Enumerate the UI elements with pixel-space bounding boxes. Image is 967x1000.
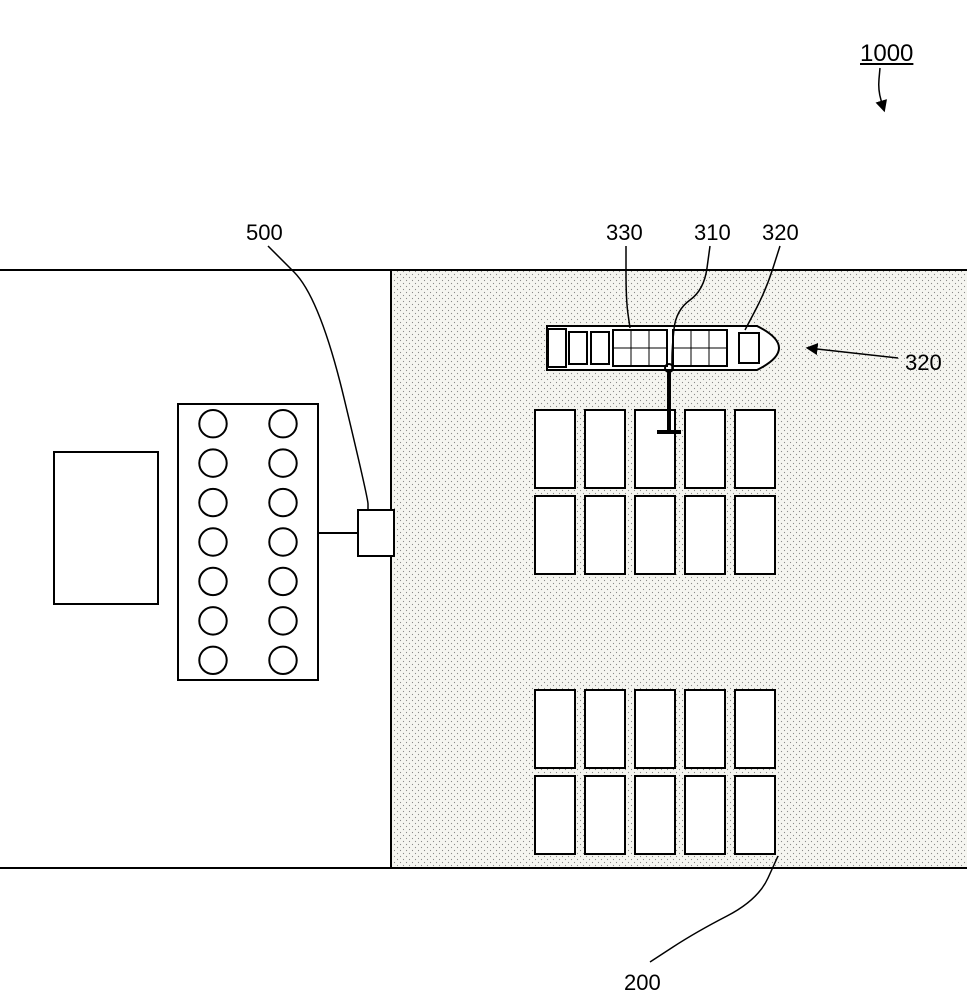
label-320-right: 320 xyxy=(905,350,942,376)
diagram-svg xyxy=(0,0,967,1000)
label-330: 330 xyxy=(606,220,643,246)
label-320-top: 320 xyxy=(762,220,799,246)
label-310: 310 xyxy=(694,220,731,246)
label-200: 200 xyxy=(624,970,661,996)
label-500: 500 xyxy=(246,220,283,246)
figure-reference-label: 1000 xyxy=(860,40,913,68)
